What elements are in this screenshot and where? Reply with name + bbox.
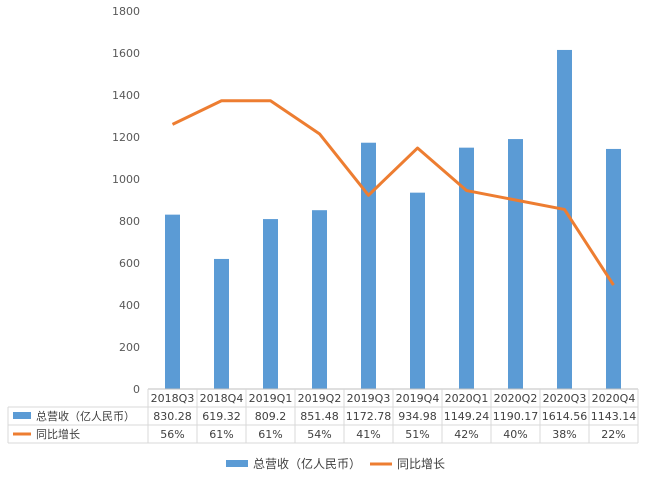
revenue-bar — [557, 49, 572, 389]
legend: 总营收（亿人民币） 同比增长 — [226, 456, 445, 471]
table-cell: 1172.78 — [346, 410, 392, 423]
y-tick-label: 1200 — [112, 131, 140, 144]
table-cell: 619.32 — [202, 410, 241, 423]
x-tick-label: 2018Q4 — [200, 392, 244, 405]
data-table: 2018Q3 2018Q4 2019Q1 2019Q2 2019Q3 2019Q4 2020… — [7, 388, 639, 444]
table-series-name: 总营收（亿人民币） — [36, 409, 135, 423]
table-cell: 1143.14 — [591, 410, 637, 423]
table-cell: 1149.24 — [444, 410, 490, 423]
table-cell: 61% — [258, 428, 282, 441]
table-cell: 809.2 — [255, 410, 287, 423]
legend-swatch-revenue — [226, 460, 248, 467]
y-tick-label: 1800 — [112, 5, 140, 18]
table-cell: 830.28 — [153, 410, 192, 423]
x-tick-label: 2020Q4 — [592, 392, 636, 405]
table-cell: 61% — [209, 428, 233, 441]
table-cell: 54% — [307, 428, 331, 441]
table-cell: 56% — [160, 428, 184, 441]
table-cell: 38% — [552, 428, 576, 441]
table-cell: 41% — [356, 428, 380, 441]
revenue-bar — [508, 139, 523, 389]
y-tick-label: 200 — [119, 341, 140, 354]
revenue-bar — [165, 214, 180, 389]
x-tick-label: 2018Q3 — [151, 392, 195, 405]
table-cell: 51% — [405, 428, 429, 441]
x-tick-label: 2019Q1 — [249, 392, 293, 405]
x-tick-label: 2019Q4 — [396, 392, 440, 405]
revenue-bar — [214, 258, 229, 389]
revenue-bar — [410, 192, 425, 389]
x-tick-label: 2020Q2 — [494, 392, 538, 405]
revenue-bar — [459, 147, 474, 389]
y-tick-label: 1000 — [112, 173, 140, 186]
y-tick-label: 1400 — [112, 89, 140, 102]
legend-label-growth: 同比增长 — [397, 457, 445, 471]
table-cell: 851.48 — [300, 410, 339, 423]
y-tick-label: 1600 — [112, 47, 140, 60]
table-cell: 22% — [601, 428, 625, 441]
revenue-bar — [263, 219, 278, 389]
growth-line — [171, 99, 615, 286]
y-tick-label: 600 — [119, 257, 140, 270]
x-tick-label: 2020Q3 — [543, 392, 587, 405]
table-cell: 934.98 — [398, 410, 437, 423]
table-cell: 1190.17 — [493, 410, 539, 423]
y-tick-label: 0 — [133, 383, 140, 396]
y-tick-label: 800 — [119, 215, 140, 228]
y-tick-label: 400 — [119, 299, 140, 312]
revenue-bar — [312, 210, 327, 389]
table-cell: 42% — [454, 428, 478, 441]
growth-series-line — [171, 99, 615, 286]
revenue-bar — [606, 148, 621, 389]
table-key-revenue — [13, 412, 31, 419]
legend-label-revenue: 总营收（亿人民币） — [253, 456, 361, 471]
table-cell: 1614.56 — [542, 410, 588, 423]
x-tick-label: 2019Q2 — [298, 392, 342, 405]
x-tick-label: 2020Q1 — [445, 392, 489, 405]
x-tick-label: 2019Q3 — [347, 392, 391, 405]
table-cell: 40% — [503, 428, 527, 441]
table-series-name: 同比增长 — [36, 427, 80, 441]
revenue-bar — [361, 142, 376, 389]
y-axis: 0 200 400 600 800 1000 1200 1400 1600 1800 — [112, 5, 140, 396]
